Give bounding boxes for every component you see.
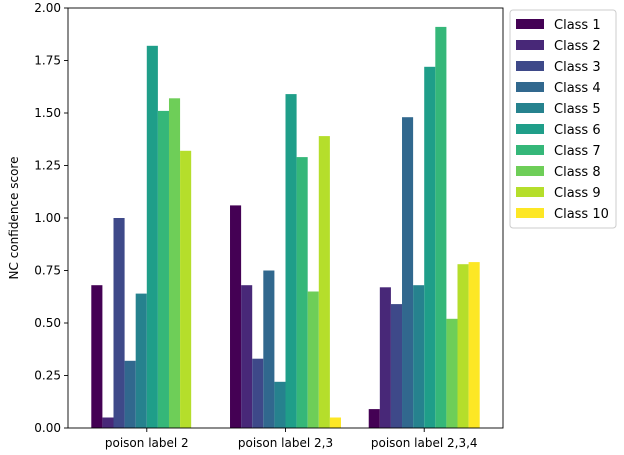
- bar-class-7-cat-2: [296, 157, 308, 428]
- bar-class-3-cat-1: [113, 218, 125, 428]
- legend-swatch: [516, 124, 544, 134]
- y-tick-label: 2.00: [34, 1, 61, 15]
- bar-class-4-cat-3: [402, 117, 414, 428]
- legend-swatch: [516, 103, 544, 113]
- bar-class-9-cat-1: [180, 150, 192, 429]
- bar-class-5-cat-3: [413, 285, 425, 428]
- bar-class-2-cat-2: [241, 285, 253, 428]
- legend-label: Class 6: [554, 123, 601, 138]
- bar-class-5-cat-1: [135, 293, 147, 428]
- bar-class-4-cat-1: [124, 360, 136, 428]
- y-tick-label: 0.75: [34, 264, 61, 278]
- y-axis-label: NC confidence score: [7, 157, 21, 280]
- bar-class-6-cat-2: [285, 94, 297, 428]
- legend-swatch: [516, 61, 544, 71]
- bar-class-3-cat-3: [390, 304, 403, 428]
- bar-class-6-cat-1: [146, 45, 158, 429]
- bar-class-2-cat-1: [102, 417, 114, 428]
- legend-swatch: [516, 145, 544, 155]
- legend-swatch: [516, 82, 544, 92]
- bar-class-10-cat-3: [468, 262, 480, 428]
- x-tick-label: poison label 2,3,4: [371, 436, 478, 450]
- bars-group: [91, 26, 480, 429]
- bar-class-8-cat-1: [168, 98, 181, 429]
- bar-class-2-cat-3: [379, 287, 391, 428]
- x-tick-label: poison label 2,3: [238, 436, 333, 450]
- legend-label: Class 2: [554, 39, 601, 54]
- bar-class-6-cat-3: [424, 66, 436, 429]
- bar-class-8-cat-3: [446, 318, 458, 428]
- bar-class-1-cat-2: [230, 205, 242, 428]
- legend-label: Class 9: [554, 186, 601, 201]
- bar-class-1-cat-1: [91, 285, 103, 428]
- legend-label: Class 4: [554, 81, 601, 96]
- bar-class-9-cat-3: [457, 264, 469, 428]
- legend-label: Class 1: [554, 18, 601, 33]
- legend: Class 1 Class 2 Class 3 Class 4 Class 5 Class…: [509, 9, 617, 229]
- bar-class-10-cat-2: [329, 417, 341, 428]
- y-tick-label: 0.25: [34, 369, 61, 383]
- y-tick-label: 1.75: [34, 54, 61, 68]
- legend-swatch: [516, 187, 544, 197]
- bar-class-7-cat-3: [435, 26, 447, 429]
- bar-class-7-cat-1: [157, 110, 169, 429]
- bar-class-5-cat-2: [274, 381, 286, 428]
- legend-label: Class 8: [554, 165, 601, 180]
- legend-label: Class 3: [554, 60, 601, 75]
- legend-swatch: [516, 208, 544, 218]
- axes-group: 0.00 0.25 0.50 0.75 1.00 1.25 1.50 1.75 2.00 pois…: [34, 1, 504, 450]
- legend-swatch: [516, 166, 544, 176]
- y-tick-label: 1.25: [34, 159, 61, 173]
- bar-class-9-cat-2: [318, 136, 330, 428]
- y-tick-label: 0.50: [34, 316, 61, 330]
- x-tick-label: poison label 2: [105, 436, 189, 450]
- legend-swatch: [516, 19, 544, 29]
- legend-label: Class 5: [554, 102, 601, 117]
- bar-class-4-cat-2: [263, 270, 275, 428]
- y-tick-label: 1.00: [34, 211, 61, 225]
- y-tick-label: 0.00: [34, 421, 61, 435]
- y-tick-label: 1.50: [34, 106, 61, 120]
- legend-label: Class 7: [554, 144, 601, 159]
- legend-label: Class 10: [554, 207, 609, 222]
- bar-class-3-cat-2: [252, 358, 264, 428]
- bar-class-8-cat-2: [307, 291, 319, 428]
- bar-class-1-cat-3: [368, 409, 380, 428]
- legend-swatch: [516, 40, 544, 50]
